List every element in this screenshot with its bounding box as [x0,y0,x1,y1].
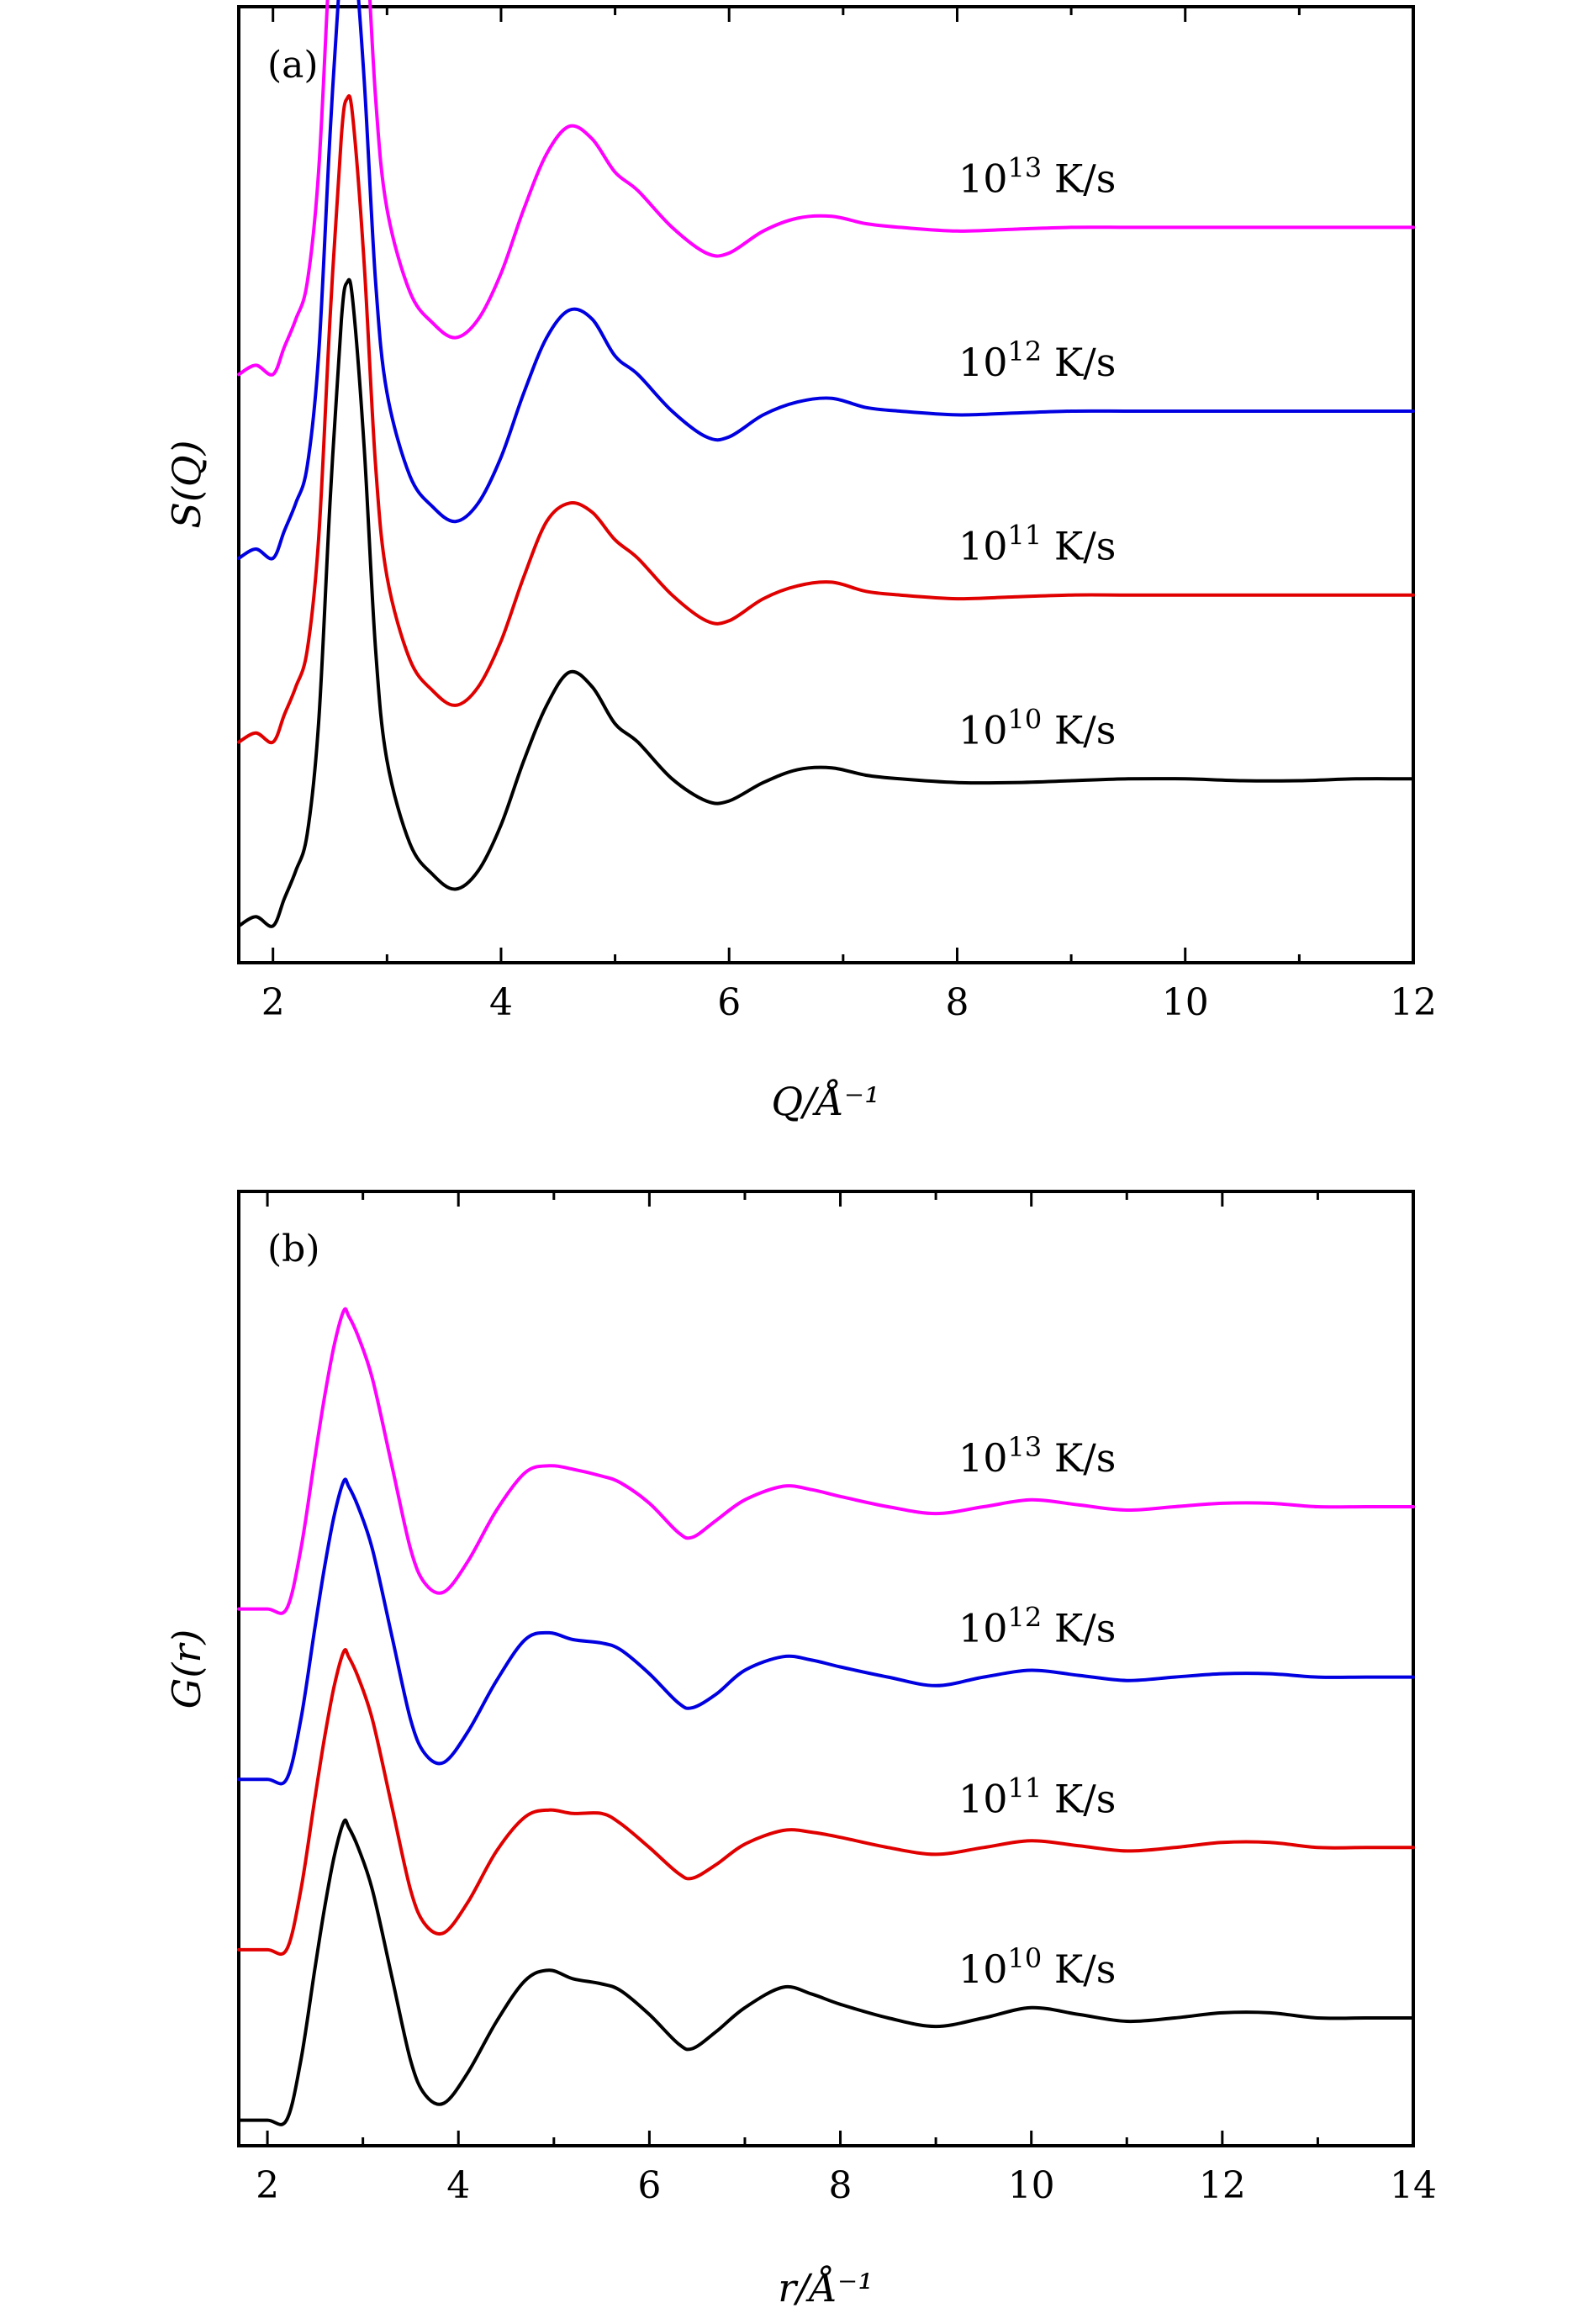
x-tick-label: 2 [261,981,285,1024]
plot-frame-b [237,1190,1415,2147]
x-axis-label-a: Q/Å⁻¹ [771,1078,879,1124]
x-tick-label: 12 [1390,981,1437,1024]
x-tick-label: 4 [446,2164,470,2207]
series-label-12: 1012 K/s [958,1602,1116,1651]
series-label-11: 1011 K/s [958,1772,1116,1821]
x-tick-label: 8 [945,981,969,1024]
x-tick-label: 6 [637,2164,661,2207]
x-ticks-b: 2 4 6 8 10 12 14 [256,1191,1437,2207]
curves-b [237,1307,1415,2126]
x-tick-label: 6 [717,981,741,1024]
curve-labels-a: 1010 K/s 1011 K/s 1012 K/s 1013 K/s [958,151,1116,753]
plot-frame-a [237,5,1415,964]
panel-label-a: (a) [267,44,319,87]
series-line-12 [237,1477,1415,1786]
series-label-11: 1011 K/s [958,520,1116,569]
x-tick-label: 8 [829,2164,853,2207]
x-tick-label: 4 [489,981,513,1024]
series-line-11 [237,93,1415,745]
series-line-12 [237,0,1415,561]
x-tick-label: 10 [1162,981,1209,1024]
series-line-11 [237,1648,1415,1957]
curves-a [237,0,1415,928]
y-axis-label-a: S(Q) [164,440,209,528]
series-label-13: 1013 K/s [958,1431,1116,1481]
series-line-13 [237,0,1415,377]
series-line-10 [237,1818,1415,2126]
x-axis-label-b: r/Å⁻¹ [778,2264,873,2311]
series-line-13 [237,1307,1415,1615]
series-line-10 [237,277,1415,928]
series-label-10: 1010 K/s [958,703,1116,753]
curve-labels-b: 1010 K/s 1011 K/s 1012 K/s 1013 K/s [958,1431,1116,1992]
x-ticks-a: 2 4 6 8 10 12 [261,7,1437,1024]
x-tick-label: 2 [256,2164,279,2207]
x-tick-label: 14 [1390,2164,1437,2207]
series-label-10: 1010 K/s [958,1942,1116,1992]
series-label-12: 1012 K/s [958,335,1116,385]
x-tick-label: 10 [1008,2164,1055,2207]
panel-label-b: (b) [267,1228,320,1270]
x-tick-label: 12 [1199,2164,1246,2207]
series-label-13: 1013 K/s [958,151,1116,201]
y-axis-label-b: G(r) [164,1629,209,1709]
